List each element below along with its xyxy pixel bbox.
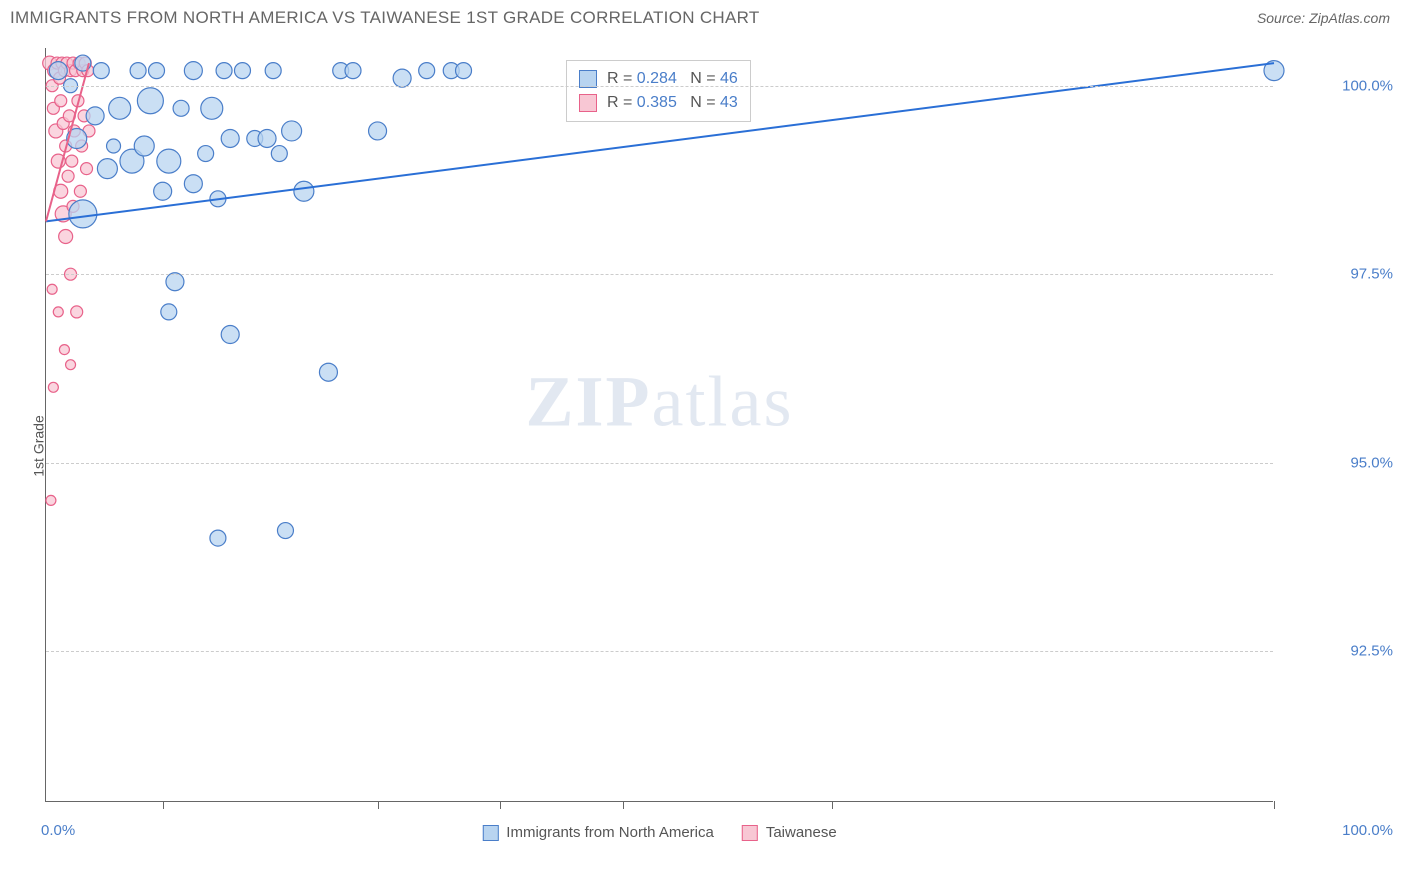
- scatter-point: [234, 63, 250, 79]
- scatter-point: [69, 200, 97, 228]
- y-tick-label: 97.5%: [1283, 266, 1393, 283]
- scatter-point: [277, 523, 293, 539]
- scatter-point: [201, 97, 223, 119]
- scatter-point: [221, 326, 239, 344]
- scatter-point: [369, 122, 387, 140]
- scatter-point: [86, 107, 104, 125]
- scatter-point: [221, 129, 239, 147]
- x-tick: [378, 801, 379, 809]
- y-tick-label: 92.5%: [1283, 643, 1393, 660]
- stats-legend-box: R = 0.284 N = 46 R = 0.385 N = 43: [566, 60, 751, 122]
- legend-swatch-1: [482, 825, 498, 841]
- scatter-point: [48, 382, 58, 392]
- scatter-point: [71, 306, 83, 318]
- scatter-point: [66, 360, 76, 370]
- scatter-point: [157, 149, 181, 173]
- scatter-point: [198, 146, 214, 162]
- scatter-point: [137, 88, 163, 114]
- legend-item-series1: Immigrants from North America: [482, 824, 714, 841]
- x-axis-min-label: 0.0%: [41, 822, 75, 839]
- scatter-point: [184, 62, 202, 80]
- x-axis-max-label: 100.0%: [1342, 822, 1393, 839]
- x-tick: [1274, 801, 1275, 809]
- scatter-point: [149, 63, 165, 79]
- scatter-point: [53, 307, 63, 317]
- x-tick: [623, 801, 624, 809]
- x-tick: [163, 801, 164, 809]
- scatter-point: [319, 363, 337, 381]
- scatter-point: [59, 345, 69, 355]
- scatter-point: [166, 273, 184, 291]
- scatter-point: [345, 63, 361, 79]
- scatter-point: [93, 63, 109, 79]
- stats-row-1: R = 0.284 N = 46: [579, 67, 738, 91]
- chart-header: IMMIGRANTS FROM NORTH AMERICA VS TAIWANE…: [0, 0, 1406, 34]
- scatter-point: [46, 495, 56, 505]
- scatter-point: [419, 63, 435, 79]
- scatter-point: [109, 97, 131, 119]
- scatter-point: [81, 163, 93, 175]
- scatter-point: [294, 181, 314, 201]
- x-tick: [500, 801, 501, 809]
- scatter-point: [66, 155, 78, 167]
- chart-plot-area: ZIPatlas R = 0.284 N = 46 R = 0.385 N = …: [45, 48, 1273, 802]
- x-tick: [832, 801, 833, 809]
- scatter-point: [216, 63, 232, 79]
- legend-label-1: Immigrants from North America: [506, 824, 714, 841]
- scatter-point: [265, 63, 281, 79]
- y-tick-label: 95.0%: [1283, 454, 1393, 471]
- stats-row-2: R = 0.385 N = 43: [579, 91, 738, 115]
- scatter-point: [107, 139, 121, 153]
- stats-text-1: R = 0.284 N = 46: [607, 67, 738, 91]
- scatter-point: [393, 69, 411, 87]
- gridline-h: [46, 463, 1273, 464]
- stats-text-2: R = 0.385 N = 43: [607, 91, 738, 115]
- scatter-point: [154, 182, 172, 200]
- chart-title: IMMIGRANTS FROM NORTH AMERICA VS TAIWANE…: [10, 8, 760, 28]
- scatter-point: [271, 146, 287, 162]
- gridline-h: [46, 651, 1273, 652]
- scatter-point: [282, 121, 302, 141]
- scatter-point: [62, 170, 74, 182]
- scatter-point: [55, 95, 67, 107]
- scatter-point: [184, 175, 202, 193]
- scatter-point: [74, 185, 86, 197]
- bottom-legend: Immigrants from North America Taiwanese: [482, 824, 836, 841]
- scatter-point: [210, 530, 226, 546]
- scatter-point: [97, 159, 117, 179]
- scatter-point: [130, 63, 146, 79]
- scatter-point: [456, 63, 472, 79]
- scatter-point: [134, 136, 154, 156]
- scatter-point: [161, 304, 177, 320]
- scatter-point: [173, 100, 189, 116]
- chart-source: Source: ZipAtlas.com: [1257, 10, 1390, 26]
- scatter-point: [49, 62, 67, 80]
- gridline-h: [46, 86, 1273, 87]
- stats-swatch-2: [579, 94, 597, 112]
- scatter-point: [258, 129, 276, 147]
- legend-swatch-2: [742, 825, 758, 841]
- scatter-point: [47, 284, 57, 294]
- scatter-point: [59, 230, 73, 244]
- legend-item-series2: Taiwanese: [742, 824, 837, 841]
- legend-label-2: Taiwanese: [766, 824, 837, 841]
- y-tick-label: 100.0%: [1283, 77, 1393, 94]
- gridline-h: [46, 274, 1273, 275]
- scatter-svg: [46, 48, 1273, 801]
